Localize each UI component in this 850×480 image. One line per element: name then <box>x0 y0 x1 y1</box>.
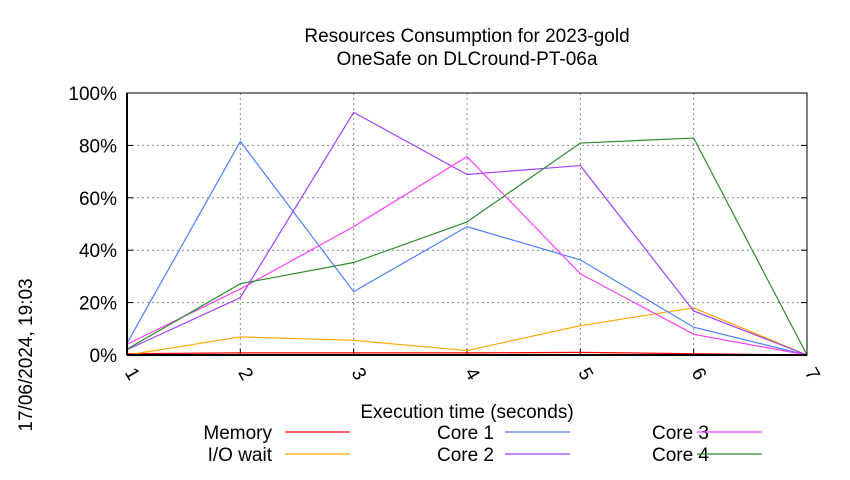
x-tick-label: 7 <box>800 364 823 384</box>
x-tick-label: 2 <box>233 364 256 384</box>
legend-label-core-1: Core 1 <box>437 423 494 444</box>
y-tick-label: 20% <box>79 294 117 315</box>
series-line-core-1 <box>126 140 808 356</box>
y-tick-label: 0% <box>90 346 118 367</box>
timestamp-label: 17/06/2024, 19:03 <box>16 278 37 431</box>
legend-label-core-2: Core 2 <box>437 445 494 466</box>
chart-title-line-1: Resources Consumption for 2023-gold <box>304 26 629 47</box>
x-tick-label: 5 <box>573 364 596 384</box>
legend-label-memory: Memory <box>203 423 272 444</box>
series-line-core-2 <box>126 111 808 356</box>
y-tick-label: 80% <box>79 136 117 157</box>
series-line-core-4 <box>126 137 808 356</box>
x-tick-label: 6 <box>687 364 710 384</box>
y-tick-label: 100% <box>68 84 117 105</box>
x-axis-label: Execution time (seconds) <box>360 402 573 423</box>
x-tick-label: 4 <box>460 364 484 384</box>
x-tick-label: 1 <box>120 364 143 384</box>
legend-label-i-o-wait: I/O wait <box>208 445 273 466</box>
legend-label-core-3: Core 3 <box>652 423 709 444</box>
y-tick-label: 40% <box>79 241 117 262</box>
series-line-i-o-wait <box>126 307 808 356</box>
series-lines <box>126 111 808 356</box>
series-line-memory <box>126 351 808 356</box>
x-tick-label: 3 <box>347 364 370 384</box>
y-tick-label: 60% <box>79 189 117 210</box>
series-line-core-3 <box>126 155 808 356</box>
legend-label-core-4: Core 4 <box>652 445 709 466</box>
y-axis-ticks: 0% 20% 40% 60% 80% 100% <box>68 84 807 367</box>
chart-title-line-2: OneSafe on DLCround-PT-06a <box>337 49 598 70</box>
